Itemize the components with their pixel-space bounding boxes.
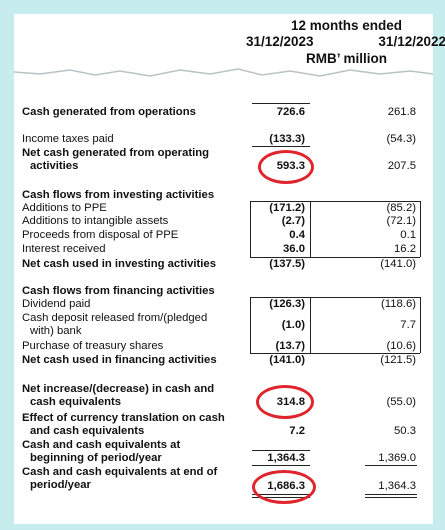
section-investing: Cash flows from investing activities [22, 189, 215, 201]
row-additions-ppe: Additions to PPE [22, 202, 107, 214]
rule [420, 297, 421, 353]
rule [250, 257, 420, 258]
row-net-financing: Net cash used in financing activities [22, 354, 217, 366]
cash-flow-table [14, 90, 433, 524]
value-2022: (55.0) [386, 396, 416, 408]
value-2022: 7.7 [400, 319, 416, 331]
label-line-1: Net cash generated from operating [22, 147, 210, 159]
value-2022: 1,364.3 [378, 480, 416, 492]
row-treasury-shares: Purchase of treasury shares [22, 340, 164, 352]
row-net-investing: Net cash used in investing activities [22, 258, 216, 270]
column-headers: 31/12/2023 31/12/2022 [246, 34, 445, 49]
label-line-1: Effect of currency translation on cash [22, 412, 225, 424]
label-line-2: beginning of period/year [30, 452, 162, 464]
label-line-1: Net increase/(decrease) in cash and [22, 383, 215, 395]
rule [250, 297, 420, 298]
value-2023: (2.7) [281, 215, 305, 227]
rule [420, 201, 421, 257]
label-line-2: period/year [30, 479, 91, 491]
highlight-circle [258, 150, 314, 184]
value-2022: 16.2 [394, 243, 416, 255]
rule [252, 103, 310, 104]
value-2022: (72.1) [386, 215, 416, 227]
value-2023: (133.3) [269, 133, 305, 145]
value-2023: (13.7) [275, 340, 305, 352]
torn-edge [13, 68, 434, 92]
rule [365, 494, 417, 495]
label-line-2: activities [30, 160, 79, 172]
value-2022: (118.6) [381, 298, 416, 310]
row-cash-generated: Cash generated from operations [22, 106, 196, 118]
rule [250, 201, 251, 257]
row-net-operating: Net cash generated from operating activi… [22, 147, 209, 173]
value-2023: 36.0 [283, 243, 305, 255]
value-2023: 0.4 [289, 229, 305, 241]
rule [252, 450, 310, 451]
row-currency-effect: Effect of currency translation on cash a… [22, 412, 225, 438]
rule [250, 297, 251, 353]
label-line-1: Cash and cash equivalents at end of [22, 466, 218, 478]
label-line-1: Cash deposit released from/(pledged [22, 312, 208, 324]
label-line-1: Cash and cash equivalents at [22, 439, 181, 451]
column-2022: 31/12/2022 [378, 34, 445, 49]
row-additions-intangible: Additions to intangible assets [22, 215, 169, 227]
label-line-2: with) bank [30, 325, 82, 337]
value-2022: (54.3) [386, 133, 416, 145]
value-2022: 0.1 [400, 229, 416, 241]
rule [250, 201, 420, 202]
row-cash-end: Cash and cash equivalents at end of peri… [22, 466, 217, 492]
value-2022: 1,369.0 [378, 452, 416, 464]
value-2023: (1.0) [281, 319, 305, 331]
value-2023: (126.3) [269, 298, 305, 310]
row-net-increase: Net increase/(decrease) in cash and cash… [22, 383, 214, 409]
value-2023: 7.2 [289, 425, 305, 437]
rule [250, 353, 420, 354]
rule [252, 465, 310, 466]
column-2023: 31/12/2023 [246, 34, 314, 49]
row-dividend-paid: Dividend paid [22, 298, 91, 310]
value-2022: 261.8 [387, 106, 416, 118]
value-2022: (121.5) [380, 354, 416, 366]
value-2022: 207.5 [387, 160, 416, 172]
row-cash-beginning: Cash and cash equivalents at beginning o… [22, 439, 180, 465]
value-2022: 50.3 [394, 425, 416, 437]
section-financing: Cash flows from financing activities [22, 285, 215, 297]
rule [310, 201, 311, 257]
highlight-circle [256, 385, 314, 419]
row-income-taxes: Income taxes paid [22, 133, 114, 145]
rule [365, 465, 417, 466]
value-2023: (141.0) [269, 354, 305, 366]
row-interest-received: Interest received [22, 243, 106, 255]
value-2023: (171.2) [269, 202, 305, 214]
value-2022: (141.0) [380, 258, 416, 270]
unit-label: RMB’ million [306, 51, 387, 66]
rule [310, 297, 311, 353]
highlight-circle [252, 470, 316, 504]
label-line-2: cash equivalents [30, 396, 122, 408]
period-title: 12 months ended [290, 18, 403, 33]
value-2022: (10.6) [386, 340, 416, 352]
value-2022: (85.2) [386, 202, 416, 214]
label-line-2: and cash equivalents [30, 425, 145, 437]
row-cash-deposit: Cash deposit released from/(pledged with… [22, 312, 207, 338]
rule [365, 497, 417, 498]
value-2023: 1,364.3 [267, 452, 305, 464]
value-2023: (137.5) [269, 258, 305, 270]
row-proceeds-ppe: Proceeds from disposal of PPE [22, 229, 179, 241]
rule [252, 146, 310, 147]
value-2023: 726.6 [276, 106, 305, 118]
